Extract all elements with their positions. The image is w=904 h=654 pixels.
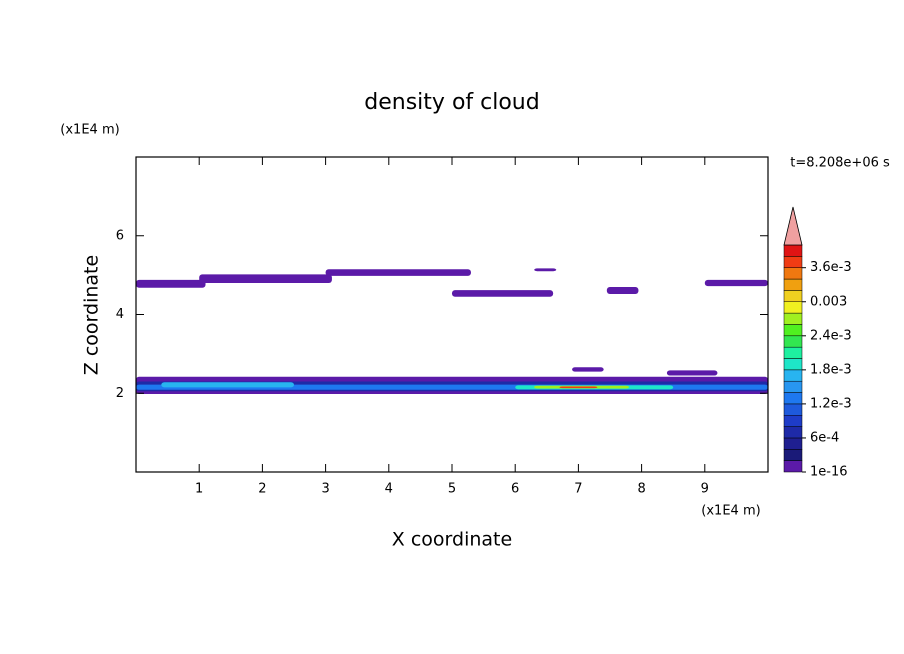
chart-title: density of cloud xyxy=(364,90,539,115)
colorbar-band xyxy=(783,267,803,280)
colorbar-band xyxy=(783,346,803,359)
colorbar-band xyxy=(783,426,803,439)
x-tick-label: 3 xyxy=(321,482,329,497)
contour-region xyxy=(572,367,604,372)
colorbar-extend xyxy=(783,206,803,246)
contour-region xyxy=(559,386,598,389)
colorbar-label: 1.2e-3 xyxy=(810,396,852,411)
contour-region xyxy=(704,279,768,287)
y-tick-label: 6 xyxy=(116,228,124,243)
colorbar-label: 6e-4 xyxy=(810,430,839,445)
y-unit: (x1E4 m) xyxy=(60,123,119,138)
time-label: t=8.208e+06 s xyxy=(790,156,890,171)
colorbar-band xyxy=(783,256,803,268)
colorbar-band xyxy=(783,290,803,302)
colorbar-band xyxy=(783,244,803,257)
y-tick-label: 2 xyxy=(116,386,124,401)
colorbar-band xyxy=(783,392,803,405)
x-tick-label: 7 xyxy=(574,482,582,497)
colorbar-band xyxy=(783,324,803,337)
contour-region xyxy=(199,274,332,283)
colorbar-label: 3.6e-3 xyxy=(810,260,852,275)
x-tick-label: 2 xyxy=(258,482,266,497)
colorbar-band xyxy=(783,358,803,371)
x-axis-label: X coordinate xyxy=(392,529,512,551)
x-tick-label: 6 xyxy=(511,482,519,497)
colorbar-band xyxy=(783,460,803,473)
y-axis-label: Z coordinate xyxy=(81,255,103,375)
contour-region xyxy=(666,370,718,376)
colorbar-band xyxy=(783,449,803,461)
x-tick-label: 8 xyxy=(637,482,645,497)
colorbar-label: 1.8e-3 xyxy=(810,362,852,377)
x-unit: (x1E4 m) xyxy=(701,504,760,519)
colorbar-band xyxy=(783,335,803,348)
x-tick-label: 4 xyxy=(385,482,393,497)
x-tick-label: 5 xyxy=(448,482,456,497)
x-tick-label: 9 xyxy=(701,482,709,497)
contour-region xyxy=(161,382,294,388)
colorbar-band xyxy=(783,278,803,291)
colorbar-band xyxy=(783,369,803,382)
x-tick-label: 1 xyxy=(195,482,203,497)
contour-region xyxy=(452,290,554,297)
colorbar-band xyxy=(783,403,803,416)
y-tick-label: 4 xyxy=(116,307,124,322)
colorbar-band xyxy=(783,437,803,450)
contour-region xyxy=(136,279,206,288)
colorbar-label: 2.4e-3 xyxy=(810,328,852,343)
colorbar-band xyxy=(783,301,803,314)
colorbar-band xyxy=(783,415,803,427)
contour-region xyxy=(534,268,557,272)
contour-region xyxy=(325,269,471,276)
plot-frame xyxy=(135,156,769,473)
colorbar-label: 0.003 xyxy=(810,294,847,309)
colorbar-band xyxy=(783,312,803,325)
contour-region xyxy=(606,286,639,295)
colorbar-band xyxy=(783,380,803,393)
colorbar-label: 1e-16 xyxy=(810,465,848,480)
